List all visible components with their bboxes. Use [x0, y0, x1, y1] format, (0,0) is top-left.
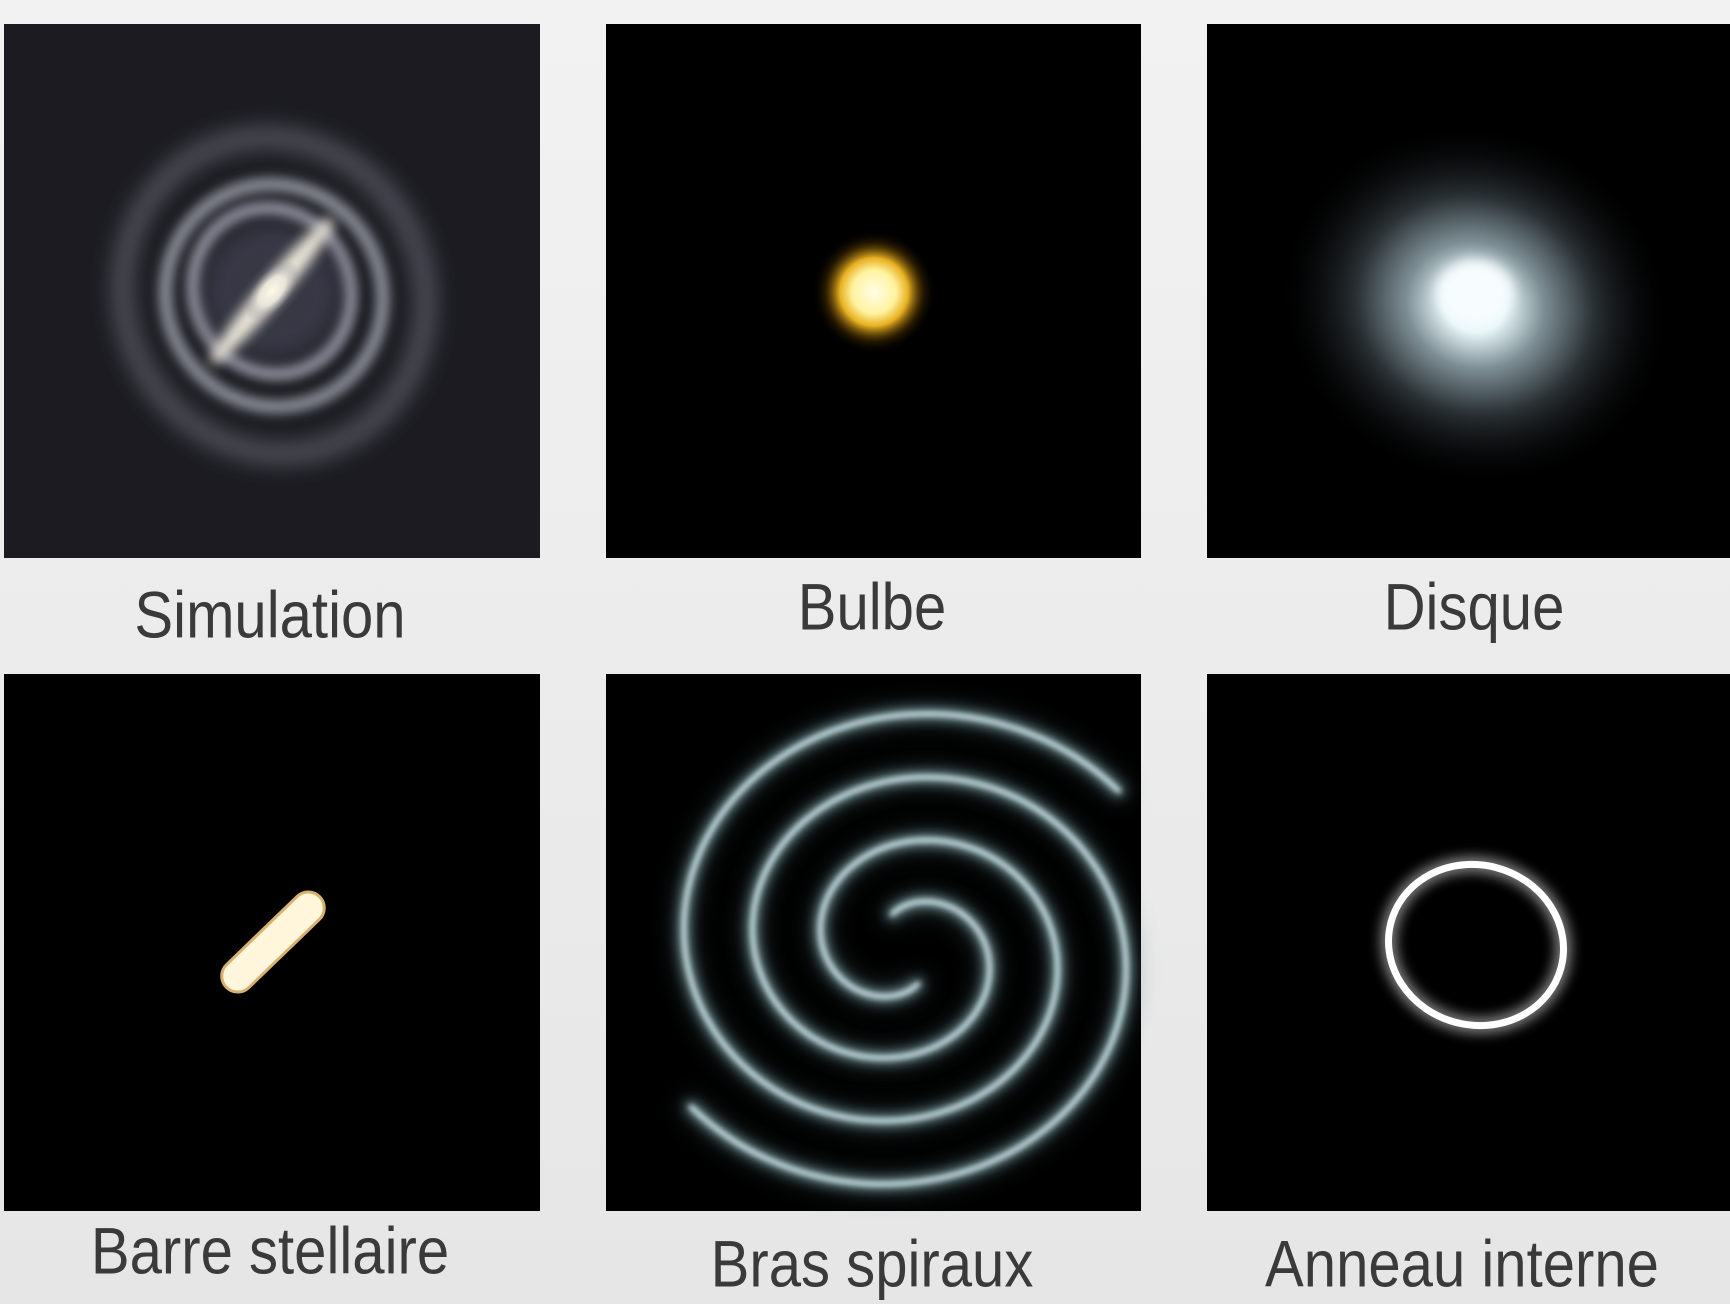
panel-bulbe	[606, 24, 1141, 558]
figure: Simulation Bulbe Disque Barre stellaire …	[0, 0, 1730, 1304]
page: {"panels": [ {"label": "Simulation"}, {"…	[0, 0, 1730, 1304]
panel-simulation	[4, 24, 540, 558]
panel-barre	[4, 674, 540, 1211]
panel-label: Disque	[1384, 571, 1565, 644]
panel-label: Simulation	[134, 579, 405, 652]
panel-label: Bras spiraux	[711, 1228, 1034, 1301]
panel-label: Barre stellaire	[91, 1215, 449, 1288]
panel-anneau	[1207, 674, 1730, 1211]
panel-label: Bulbe	[798, 571, 947, 644]
panel-label: Anneau interne	[1265, 1228, 1659, 1301]
panel-disque	[1207, 24, 1730, 558]
panel-bras	[606, 674, 1141, 1211]
